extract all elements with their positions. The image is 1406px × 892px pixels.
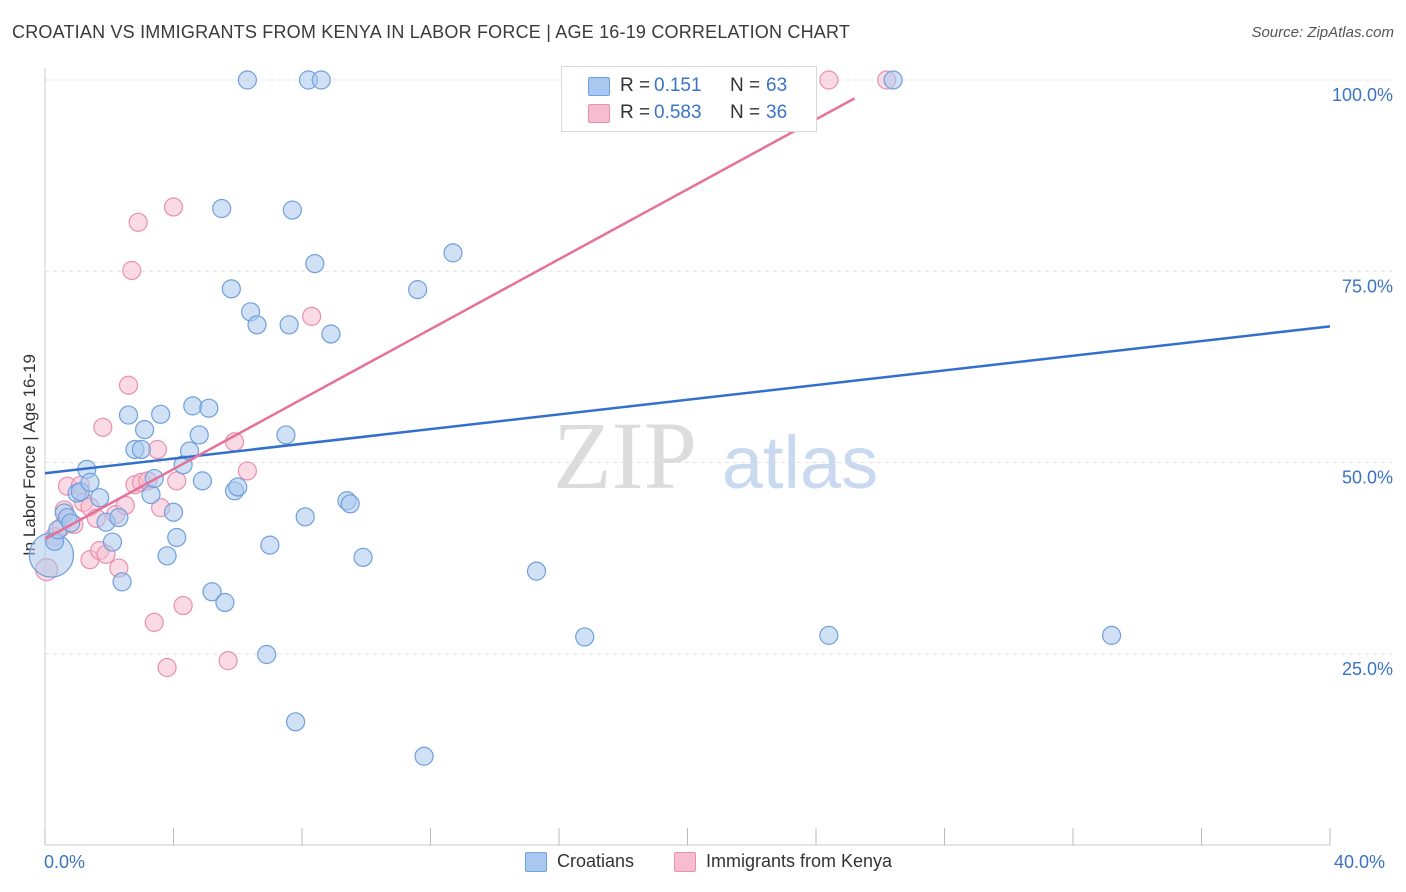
data-point [575, 627, 595, 647]
legend-label-croatians: Croatians [557, 851, 635, 871]
data-point [295, 507, 315, 527]
data-point [112, 572, 132, 592]
gridlines [45, 79, 1392, 655]
data-point [128, 212, 148, 232]
legend-swatch-croatians [525, 851, 547, 872]
kenya-points [35, 70, 897, 678]
y-tick-label: 100.0% [1332, 85, 1393, 105]
data-point [302, 306, 322, 326]
y-tick-label: 25.0% [1342, 659, 1393, 679]
stats-legend: R = 0.151 N = 63 R = 0.583 N = 36 [561, 66, 817, 132]
legend-item-kenya: Immigrants from Kenya [674, 851, 892, 872]
data-point [93, 417, 113, 437]
data-point [321, 324, 341, 344]
data-point [141, 485, 161, 505]
data-point [157, 657, 177, 678]
data-point [215, 592, 235, 613]
data-point [118, 405, 139, 425]
data-point [212, 198, 232, 219]
data-point [167, 527, 187, 548]
data-point [285, 712, 306, 732]
data-point [237, 461, 257, 481]
data-point [408, 280, 428, 300]
n-label-croatians: N = [730, 75, 761, 96]
data-point [118, 375, 139, 395]
data-point [189, 425, 209, 445]
data-point [163, 502, 184, 522]
data-point [144, 612, 164, 632]
data-point [443, 243, 463, 263]
x-tick-min: 0.0% [44, 852, 86, 872]
r-label-croatians: R = [620, 75, 651, 96]
data-point [131, 439, 151, 460]
croatian-points [28, 70, 1122, 766]
data-point [173, 595, 193, 616]
chart-title: CROATIAN VS IMMIGRANTS FROM KENYA IN LAB… [12, 22, 851, 42]
n-value-kenya: 36 [766, 102, 788, 123]
data-point [202, 582, 222, 602]
r-label-kenya: R = [620, 102, 651, 123]
data-point [526, 561, 547, 581]
x-tick-max: 40.0% [1334, 852, 1386, 872]
trend-line-kenya [44, 97, 856, 541]
data-point [183, 396, 203, 416]
source-label: Source: ZipAtlas.com [1251, 24, 1394, 41]
data-point [279, 315, 299, 335]
data-point [218, 651, 238, 671]
data-point [311, 70, 331, 90]
r-value-kenya: 0.583 [654, 102, 702, 123]
watermark-zip: ZIP [553, 402, 697, 509]
data-point [237, 70, 257, 90]
data-point [109, 507, 129, 528]
data-point [102, 532, 123, 552]
series-legend: Croatians Immigrants from Kenya [0, 851, 1406, 877]
data-point [1101, 625, 1122, 645]
legend-swatch-kenya [674, 851, 696, 872]
watermark-atlas: atlas [722, 421, 878, 504]
data-point [163, 197, 184, 217]
data-point [819, 70, 839, 90]
data-point [147, 439, 168, 460]
axes [44, 68, 1331, 846]
y-tick-label: 75.0% [1342, 276, 1393, 296]
data-point [122, 260, 142, 281]
data-point [157, 546, 177, 566]
data-point [199, 398, 219, 418]
croatians-swatch [588, 77, 610, 96]
trend-line-croatians [44, 325, 1331, 475]
data-point [819, 625, 839, 645]
data-point [353, 547, 373, 567]
data-point [134, 420, 155, 440]
data-point [192, 471, 213, 491]
data-point [228, 477, 248, 497]
kenya-swatch [588, 104, 610, 123]
data-point [282, 200, 302, 220]
data-point [414, 746, 434, 766]
data-point [80, 472, 100, 492]
legend-label-kenya: Immigrants from Kenya [706, 851, 893, 871]
data-point [151, 404, 171, 424]
legend-item-croatians: Croatians [525, 851, 634, 872]
data-point [883, 70, 903, 90]
data-point [167, 471, 187, 491]
n-value-croatians: 63 [766, 75, 788, 96]
n-label-kenya: N = [730, 102, 761, 123]
y-tick-labels: 25.0% 50.0% 75.0% 100.0% [1332, 85, 1393, 679]
data-point [340, 494, 360, 514]
y-tick-label: 50.0% [1342, 468, 1393, 488]
data-point [260, 535, 280, 555]
data-point [221, 279, 241, 299]
r-value-croatians: 0.151 [654, 75, 702, 96]
data-point [90, 488, 110, 508]
data-point [305, 254, 325, 274]
data-point [276, 425, 296, 445]
data-point [247, 315, 267, 335]
data-point [257, 644, 277, 665]
trend-lines [44, 97, 1331, 541]
